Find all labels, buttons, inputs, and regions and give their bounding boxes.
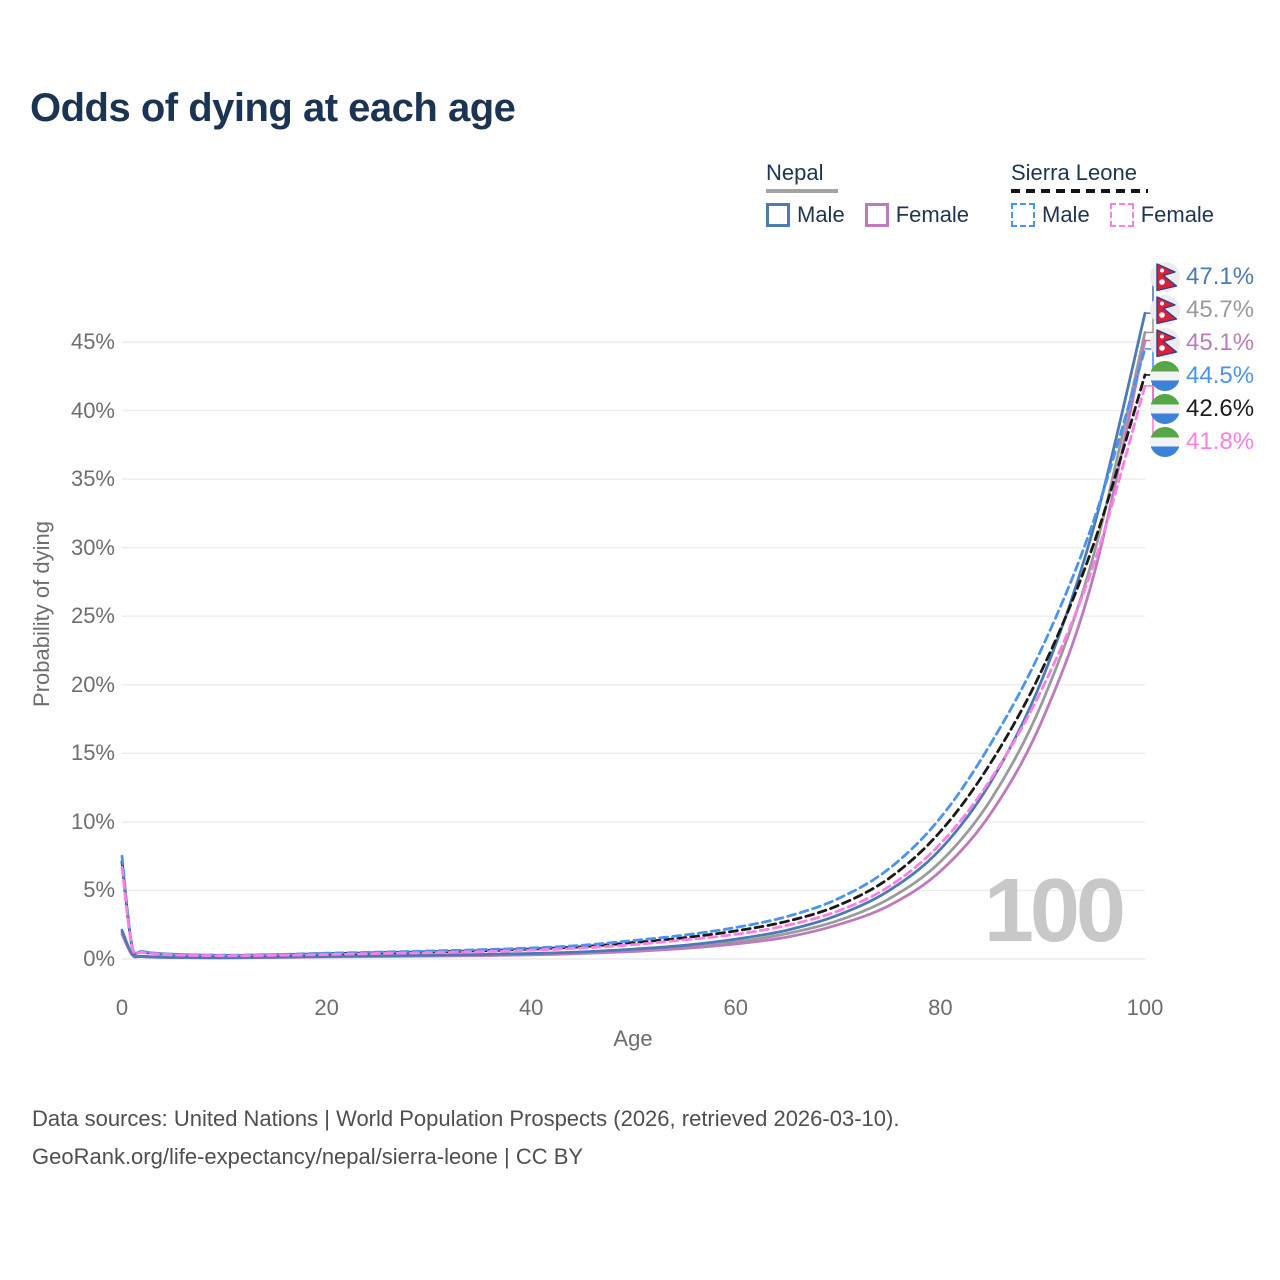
sierra-leone-male-swatch-icon[interactable] [1011, 203, 1035, 227]
leader-line [1145, 374, 1154, 410]
sierra-leone-female-swatch-icon[interactable] [1109, 203, 1134, 227]
legend-nepal-underline [766, 189, 838, 193]
legend-nepal-name: Nepal [766, 160, 824, 185]
leader-line [1145, 385, 1154, 443]
legend-group-nepal: Nepal Male Female [766, 160, 969, 228]
series-line-nepal-female[interactable] [120, 339, 1147, 960]
footer-attribution: GeoRank.org/life-expectancy/nepal/sierra… [32, 1144, 584, 1169]
legend-group-sierra-leone: Sierra Leone Male Female [1011, 160, 1214, 228]
legend-item-sierra-leone-female[interactable]: Female [1109, 202, 1215, 228]
legend-item-nepal-female[interactable]: Female [864, 202, 970, 228]
nepal-male-swatch-icon[interactable] [766, 203, 790, 227]
footer-data-sources: Data sources: United Nations | World Pop… [32, 1106, 900, 1131]
legend-label-sierra-leone-female: Female [1140, 202, 1215, 227]
legend-item-sierra-leone-male[interactable]: Male [1011, 202, 1090, 228]
legend-item-nepal-male[interactable]: Male [766, 202, 845, 228]
series-line-sierra-leone-male[interactable] [120, 347, 1147, 957]
series-line-nepal-both-sexes[interactable] [120, 331, 1147, 960]
leader-line [1145, 339, 1154, 344]
nepal-female-swatch-icon[interactable] [864, 203, 889, 227]
page-title: Odds of dying at each age [30, 86, 516, 130]
legend-sierra-leone-name: Sierra Leone [1011, 160, 1137, 185]
leader-line [1145, 276, 1154, 314]
series-line-sierra-leone-both-sexes[interactable] [120, 373, 1147, 957]
legend-label-nepal-female: Female [895, 202, 970, 227]
legend-label-sierra-leone-male: Male [1042, 202, 1090, 227]
leader-line [1145, 348, 1154, 377]
legend-sierra-leone-underline [1011, 189, 1148, 193]
series-line-sierra-leone-female[interactable] [120, 384, 1147, 958]
legend-label-nepal-male: Male [797, 202, 845, 227]
footer: Data sources: United Nations | World Pop… [32, 1100, 899, 1176]
